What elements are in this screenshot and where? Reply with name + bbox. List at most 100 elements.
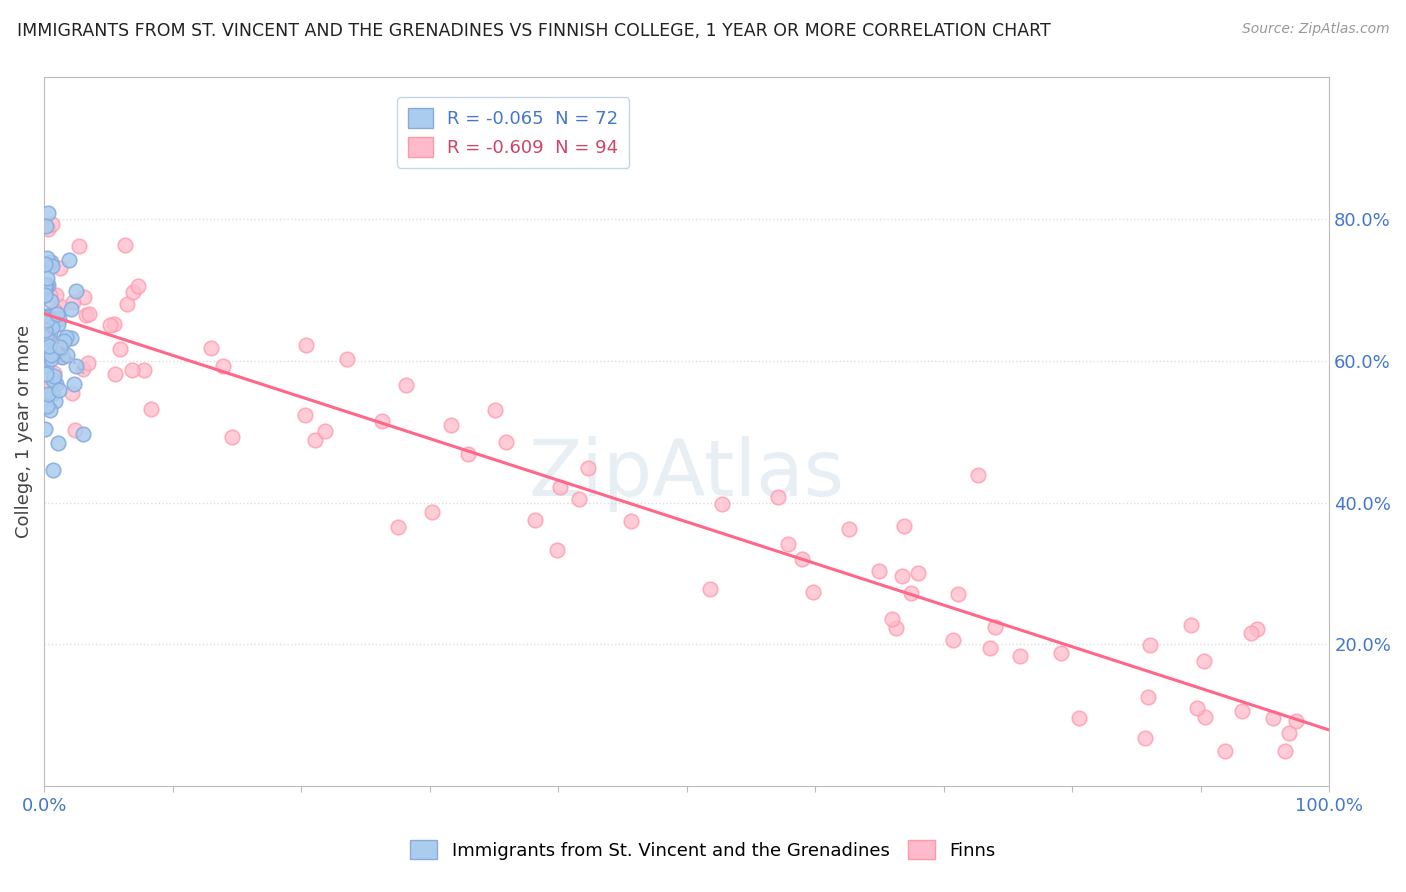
Point [38, 332, 60, 346]
Point [484, 403, 506, 417]
Point [34, 350, 56, 364]
Point [42, 366, 65, 380]
Point [65, 423, 87, 437]
Point [34, 281, 56, 295]
Point [304, 434, 326, 448]
Point [37, 324, 59, 338]
Point [200, 341, 222, 355]
Point [890, 569, 912, 583]
Point [699, 582, 721, 597]
Point [294, 337, 316, 351]
Point [768, 490, 790, 504]
Point [45, 287, 67, 301]
Legend: Immigrants from St. Vincent and the Grenadines, Finns: Immigrants from St. Vincent and the Gren… [404, 833, 1002, 867]
Point [1274, 744, 1296, 758]
Point [75, 308, 97, 322]
Point [35, 328, 58, 343]
Point [114, 238, 136, 252]
Point [44, 304, 66, 318]
Point [34, 285, 56, 300]
Point [37, 251, 59, 265]
Point [37, 277, 59, 292]
Point [1213, 744, 1236, 758]
Point [46, 307, 69, 321]
Point [942, 632, 965, 647]
Point [41, 217, 63, 231]
Point [37, 310, 59, 325]
Point [221, 430, 243, 444]
Point [34, 346, 56, 360]
Point [1180, 618, 1202, 632]
Point [34, 323, 56, 337]
Point [900, 586, 922, 600]
Point [60, 301, 83, 316]
Point [67, 238, 90, 252]
Text: Source: ZipAtlas.com: Source: ZipAtlas.com [1241, 22, 1389, 37]
Point [966, 468, 988, 483]
Point [39, 313, 62, 327]
Point [35, 338, 58, 352]
Point [115, 297, 138, 311]
Point [37, 320, 59, 334]
Point [371, 414, 394, 428]
Point [48, 347, 70, 361]
Point [34, 287, 56, 301]
Point [457, 446, 479, 460]
Point [34, 278, 56, 293]
Point [34, 310, 56, 325]
Point [72, 362, 94, 376]
Point [52, 350, 75, 364]
Point [523, 513, 546, 527]
Point [294, 408, 316, 422]
Point [121, 362, 143, 376]
Point [34, 257, 56, 271]
Point [711, 498, 734, 512]
Point [440, 418, 463, 433]
Point [620, 514, 643, 528]
Point [34, 311, 56, 326]
Point [1194, 710, 1216, 724]
Y-axis label: College, 1 year or more: College, 1 year or more [15, 326, 32, 539]
Point [79, 307, 101, 321]
Point [49, 343, 72, 357]
Point [41, 462, 63, 476]
Point [41, 259, 63, 273]
Point [60, 386, 83, 401]
Point [778, 537, 800, 551]
Point [576, 461, 599, 475]
Point [72, 427, 94, 442]
Point [35, 277, 58, 292]
Point [45, 376, 67, 391]
Point [35, 351, 58, 366]
Point [946, 587, 969, 601]
Point [34, 285, 56, 300]
Point [567, 492, 589, 507]
Point [35, 367, 58, 381]
Point [108, 342, 131, 356]
Text: IMMIGRANTS FROM ST. VINCENT AND THE GRENADINES VS FINNISH COLLEGE, 1 YEAR OR MOR: IMMIGRANTS FROM ST. VINCENT AND THE GREN… [17, 22, 1050, 40]
Point [34, 310, 56, 325]
Point [49, 260, 72, 275]
Point [1230, 704, 1253, 718]
Point [550, 479, 572, 493]
Point [882, 612, 904, 626]
Point [1133, 731, 1156, 746]
Point [37, 399, 59, 413]
Point [211, 359, 233, 374]
Point [65, 359, 87, 374]
Point [395, 377, 418, 392]
Point [35, 309, 58, 323]
Point [58, 252, 80, 267]
Point [1192, 654, 1215, 668]
Point [122, 285, 145, 300]
Point [1139, 638, 1161, 652]
Point [98, 318, 121, 332]
Point [893, 519, 915, 533]
Point [41, 387, 63, 401]
Point [46, 435, 69, 450]
Point [132, 363, 155, 377]
Point [1285, 714, 1308, 729]
Point [1246, 623, 1268, 637]
Point [38, 326, 60, 340]
Point [336, 351, 359, 366]
